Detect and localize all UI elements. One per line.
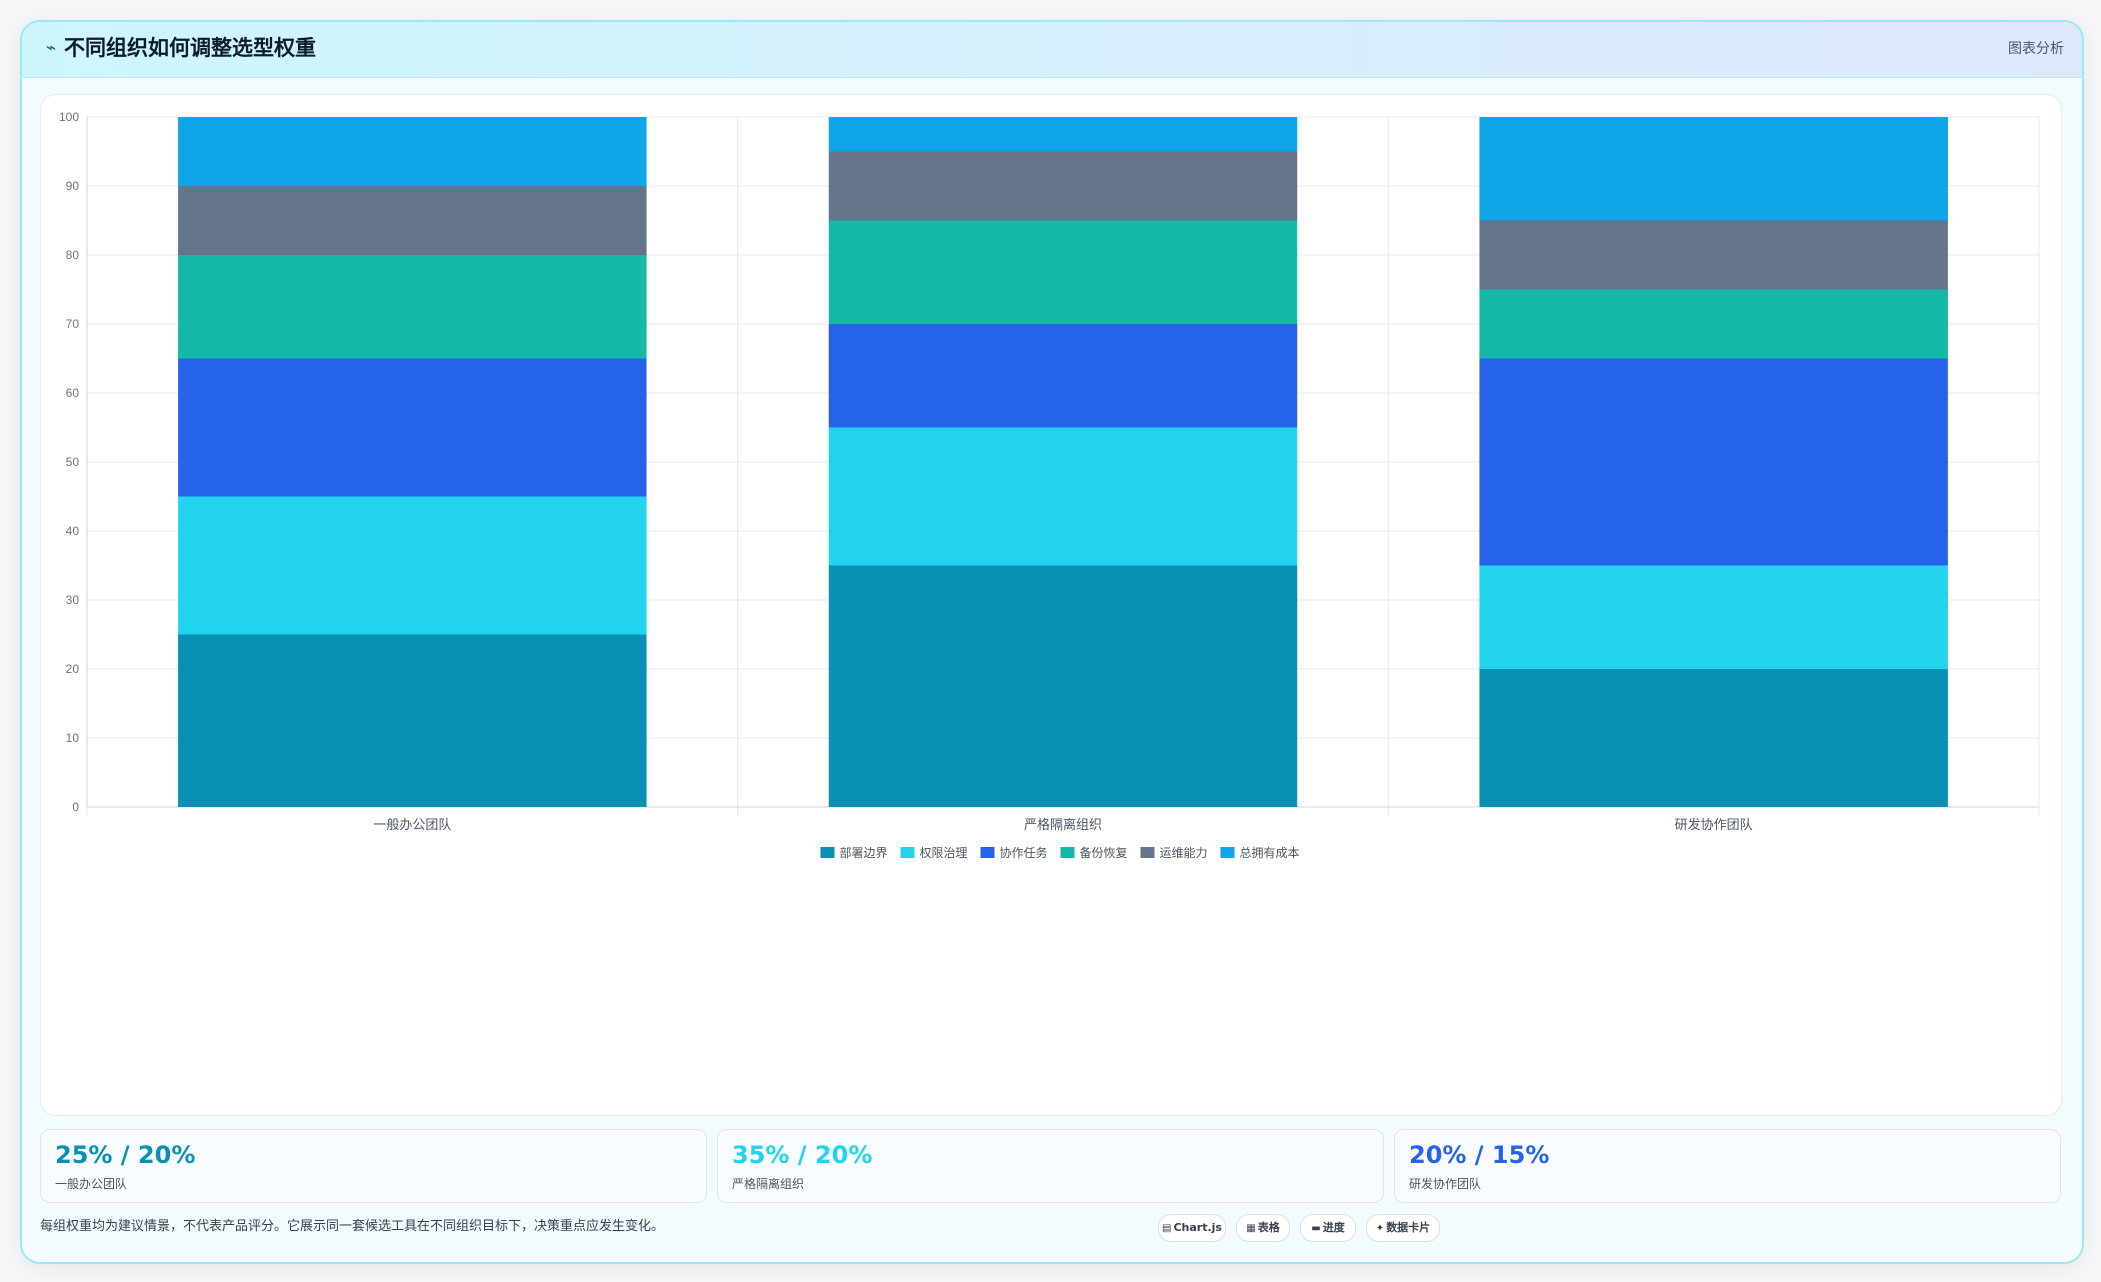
y-tick-label: 80	[66, 248, 80, 262]
stat-label: 严格隔离组织	[732, 1177, 805, 1191]
bar-segment	[828, 117, 1298, 152]
bar-segment	[178, 358, 647, 497]
x-tick-label: 严格隔离组织	[1024, 817, 1102, 832]
y-tick-label: 20	[66, 662, 80, 676]
bar-segment	[828, 151, 1298, 221]
stat-value: 20% / 15%	[1409, 1141, 1550, 1169]
y-tick-label: 40	[66, 524, 80, 538]
bar-segment	[1479, 220, 1948, 290]
chip-label: 进度	[1322, 1221, 1345, 1234]
legend-swatch	[900, 847, 915, 858]
card-icon: ✦	[1375, 1223, 1385, 1234]
legend-label: 权限治理	[920, 846, 968, 860]
chart-icon: ▤	[1162, 1223, 1172, 1234]
bar-segment	[828, 220, 1298, 324]
legend-label: 总拥有成本	[1240, 846, 1300, 860]
y-tick-label: 0	[72, 800, 79, 814]
x-tick-label: 一般办公团队	[373, 817, 451, 832]
bar-segment	[828, 565, 1298, 807]
stat-card-general-office: 25% / 20% 一般办公团队	[40, 1129, 707, 1203]
y-tick-label: 50	[66, 455, 80, 469]
y-tick-label: 90	[66, 179, 80, 193]
bar-segment	[828, 427, 1298, 566]
chip-progress[interactable]: ▬ 进度	[1300, 1214, 1356, 1242]
stat-label: 一般办公团队	[55, 1177, 128, 1191]
chip-data-card[interactable]: ✦ 数据卡片	[1366, 1214, 1440, 1242]
legend-label: 协作任务	[1000, 845, 1048, 860]
legend-swatch	[1060, 847, 1075, 858]
stat-card-rd-collaboration: 20% / 15% 研发协作团队	[1394, 1129, 2061, 1203]
bar-segment	[178, 117, 647, 186]
chip-chartjs[interactable]: ▤ Chart.js	[1158, 1214, 1226, 1242]
y-tick-label: 10	[66, 731, 80, 745]
legend-label: 运维能力	[1160, 846, 1208, 860]
legend-label: 部署边界	[840, 845, 888, 860]
bar-segment	[1479, 669, 1948, 807]
bar-segment	[1479, 358, 1948, 566]
panel-title: 不同组织如何调整选型权重	[64, 36, 316, 60]
bar-segment	[178, 496, 647, 635]
stat-label: 研发协作团队	[1409, 1177, 1482, 1191]
y-tick-label: 60	[66, 386, 80, 400]
panel-header: ⌁ 不同组织如何调整选型权重 图表分析	[22, 22, 2082, 78]
y-tick-label: 30	[66, 593, 80, 607]
legend-swatch	[820, 847, 835, 858]
chip-label: 表格	[1257, 1221, 1280, 1234]
chip-label: 数据卡片	[1386, 1221, 1431, 1234]
y-tick-label: 100	[59, 110, 79, 124]
chart-panel: ⌁ 不同组织如何调整选型权重 图表分析 0 10 20 30 40 50 60 70 80 90 1…	[20, 20, 2084, 1264]
bar-segment	[178, 634, 647, 807]
progress-icon: ▬	[1311, 1223, 1321, 1234]
x-tick-label: 研发协作团队	[1675, 817, 1753, 832]
table-icon: ▦	[1246, 1223, 1256, 1234]
stat-card-strict-isolation: 35% / 20% 严格隔离组织	[717, 1129, 1384, 1203]
y-tick-label: 70	[66, 317, 80, 331]
trend-line-icon: ⌁	[45, 38, 57, 58]
stacked-bar-chart: 0 10 20 30 40 50 60 70 80 90 100 一般办公团队 严格隔离组织 研发协作团队…	[59, 110, 2040, 860]
legend-label: 备份恢复	[1080, 846, 1128, 860]
chip-label: Chart.js	[1173, 1221, 1222, 1234]
chart-card: 0 10 20 30 40 50 60 70 80 90 100 一般办公团队 严格隔离组织 研发协作团队…	[40, 94, 2062, 1116]
chart-analysis-label: 图表分析	[2008, 41, 2064, 57]
footer-note: 每组权重均为建议情景，不代表产品评分。它展示同一套候选工具在不同组织目标下，决策…	[40, 1219, 665, 1234]
chip-table[interactable]: ▦ 表格	[1236, 1214, 1290, 1242]
legend-swatch	[1140, 847, 1155, 858]
bar-segment	[178, 255, 647, 359]
legend-swatch	[980, 847, 995, 858]
bar-segment	[828, 324, 1298, 428]
bar-segment	[178, 186, 647, 255]
legend-swatch	[1220, 847, 1235, 858]
stat-value: 35% / 20%	[732, 1141, 873, 1169]
bar-segment	[1479, 117, 1948, 221]
bar-segment	[1479, 289, 1948, 359]
stat-value: 25% / 20%	[55, 1141, 196, 1169]
bar-segment	[1479, 565, 1948, 669]
